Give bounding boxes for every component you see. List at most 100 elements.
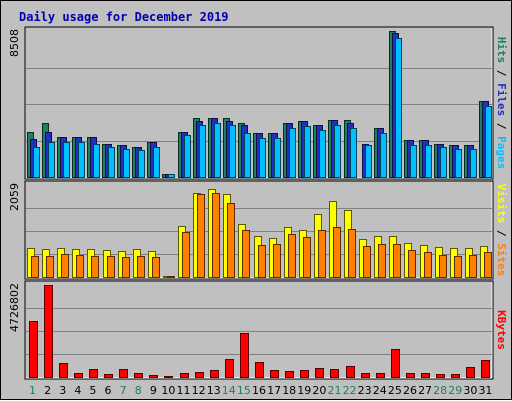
bar-pages-day-18 [289, 128, 296, 178]
bar-sites-day-26 [408, 250, 416, 278]
bar-sites-day-25 [393, 244, 401, 278]
bar-kbytes-day-16 [255, 362, 264, 378]
bar-kbytes-day-15 [240, 333, 249, 378]
y-axis-max-label: 2059 [8, 183, 21, 211]
x-tick-label-day-5: 5 [89, 384, 96, 397]
legend-item-pages: Pages [495, 136, 508, 169]
x-tick-label-day-10: 10 [161, 384, 175, 397]
panel-kbytes: 4726802 KBytes [8, 280, 508, 380]
bar-sites-day-27 [424, 252, 432, 278]
bar-kbytes-day-5 [89, 369, 98, 378]
bar-sites-day-29 [454, 256, 462, 278]
bar-kbytes-day-2 [44, 285, 53, 378]
legend-visits-sites: Visits / Sites [495, 184, 508, 277]
bar-pages-day-3 [63, 142, 70, 178]
bar-sites-day-24 [378, 244, 386, 278]
bar-sites-day-30 [469, 255, 477, 278]
bar-pages-day-2 [48, 142, 55, 178]
bar-sites-day-21 [333, 227, 341, 278]
bar-pages-day-9 [153, 147, 160, 178]
x-tick-label-day-23: 23 [358, 384, 372, 397]
x-tick-label-day-18: 18 [282, 384, 296, 397]
bar-sites-day-20 [318, 230, 326, 278]
bar-pages-day-17 [274, 138, 281, 178]
x-tick-label-day-16: 16 [252, 384, 266, 397]
bar-sites-day-16 [258, 245, 266, 278]
bar-sites-day-22 [348, 229, 356, 278]
legend-kbytes: KBytes [495, 310, 508, 350]
bar-sites-day-8 [137, 256, 145, 278]
bar-pages-day-7 [123, 149, 130, 178]
legend-item-sites: Sites [495, 243, 508, 276]
x-tick-label-day-25: 25 [388, 384, 402, 397]
bar-kbytes-day-7 [119, 369, 128, 378]
bar-kbytes-day-23 [361, 373, 370, 378]
bar-pages-day-16 [259, 138, 266, 178]
bar-kbytes-day-9 [149, 375, 158, 378]
bar-sites-day-19 [303, 237, 311, 278]
x-tick-label-day-2: 2 [44, 384, 51, 397]
y-axis-max-label: 8508 [8, 29, 21, 57]
legend-item-visits: Visits [495, 184, 508, 224]
bar-pages-day-25 [395, 38, 402, 178]
bar-kbytes-day-11 [180, 373, 189, 378]
bar-pages-day-4 [78, 142, 85, 178]
x-tick-label-day-11: 11 [177, 384, 191, 397]
x-tick-label-day-15: 15 [237, 384, 251, 397]
x-tick-label-day-13: 13 [207, 384, 221, 397]
bar-kbytes-day-24 [376, 373, 385, 378]
bar-pages-day-19 [304, 126, 311, 178]
bar-sites-day-9 [152, 257, 160, 278]
bar-kbytes-day-12 [195, 372, 204, 378]
bar-kbytes-day-13 [210, 370, 219, 378]
bar-sites-day-5 [91, 256, 99, 278]
panel-visits-sites: 2059 Visits / Sites [8, 180, 508, 280]
y-axis-max-label: 4726802 [8, 283, 21, 332]
bar-pages-day-27 [425, 145, 432, 178]
chart-panels: 8508 Hits / Files / Pages 2059 Visits / Sit… [8, 26, 508, 380]
x-tick-label-day-8: 8 [135, 384, 142, 397]
bar-kbytes-day-19 [300, 370, 309, 378]
legend-item-hits: Hits [495, 37, 508, 64]
bar-sites-day-28 [439, 255, 447, 278]
bar-pages-day-10 [168, 174, 175, 178]
bar-sites-day-11 [182, 232, 190, 278]
bar-sites-day-10 [167, 276, 175, 278]
bar-sites-day-14 [227, 203, 235, 278]
x-tick-label-day-20: 20 [312, 384, 326, 397]
bar-sites-day-12 [197, 194, 205, 278]
bar-pages-day-13 [214, 123, 221, 178]
bar-kbytes-day-29 [451, 374, 460, 378]
bar-sites-day-23 [363, 246, 371, 278]
x-tick-label-day-22: 22 [343, 384, 357, 397]
bar-pages-day-12 [199, 125, 206, 178]
bar-sites-day-31 [484, 252, 492, 278]
bar-kbytes-day-26 [406, 373, 415, 378]
bar-sites-day-13 [212, 193, 220, 278]
x-tick-label-day-30: 30 [463, 384, 477, 397]
x-tick-label-day-1: 1 [29, 384, 36, 397]
legend-hits-pages-files: Hits / Files / Pages [495, 37, 508, 170]
bar-kbytes-day-31 [481, 360, 490, 378]
bar-pages-day-26 [410, 145, 417, 178]
x-tick-label-day-14: 14 [222, 384, 236, 397]
bar-pages-day-23 [365, 145, 372, 178]
x-tick-label-day-26: 26 [403, 384, 417, 397]
legend-item-files: Files [495, 83, 508, 116]
x-tick-label-day-4: 4 [74, 384, 81, 397]
x-tick-label-day-6: 6 [105, 384, 112, 397]
bar-pages-day-14 [229, 125, 236, 178]
bar-kbytes-day-22 [346, 366, 355, 378]
x-tick-label-day-12: 12 [192, 384, 206, 397]
bar-kbytes-day-30 [466, 367, 475, 378]
legend-item-kbytes: KBytes [495, 310, 508, 350]
bar-kbytes-day-25 [391, 349, 400, 378]
x-tick-label-day-24: 24 [373, 384, 387, 397]
bar-pages-day-22 [350, 128, 357, 178]
bar-sites-day-1 [31, 256, 39, 278]
x-tick-label-day-9: 9 [150, 384, 157, 397]
bar-kbytes-day-8 [134, 373, 143, 378]
x-tick-label-day-21: 21 [327, 384, 341, 397]
legend-separator: / [495, 116, 508, 136]
bar-kbytes-day-14 [225, 359, 234, 378]
